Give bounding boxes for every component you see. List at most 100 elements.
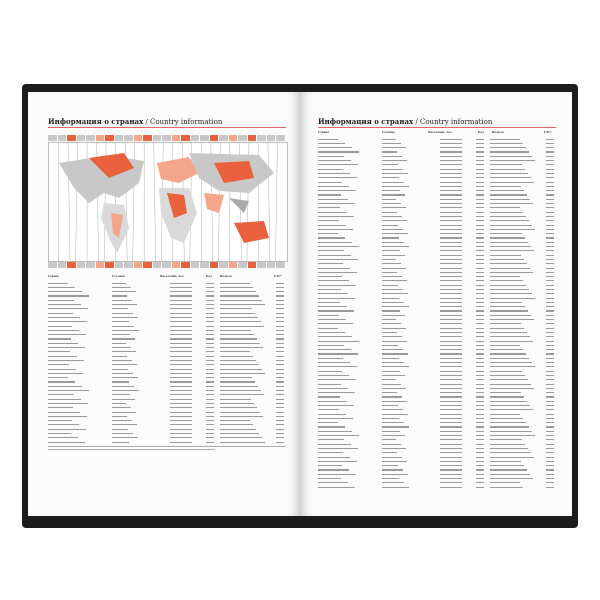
table-row [48,440,286,444]
table-row [318,292,556,296]
table-row [48,406,286,410]
table-row [318,433,556,437]
table-row [318,189,556,193]
table-row [48,294,286,298]
timezone-cell [171,262,182,268]
table-row [318,378,556,382]
table-row [318,339,556,343]
table-row [48,397,286,401]
table-row [318,348,556,352]
table-row [318,322,556,326]
table-row [48,290,286,294]
table-row [48,363,286,367]
table-row [318,360,556,364]
right-page: Информация о странах / Country informati… [300,92,572,516]
table-row [48,371,286,375]
timezone-cell [143,135,153,141]
table-row [318,481,556,485]
table-row [318,485,556,489]
timezone-bar-bottom [48,262,286,268]
timezone-cell [228,262,239,268]
timezone-cell [76,135,87,141]
table-row [318,219,556,223]
table-row [48,414,286,418]
table-row [48,410,286,414]
table-row [318,412,556,416]
table-row [318,395,556,399]
world-timezone-map [48,142,288,262]
page-title: Информация о странах / Country informati… [318,117,556,128]
country-table [318,137,556,489]
table-row [318,459,556,463]
timezone-cell [181,135,191,141]
timezone-cell [219,135,229,141]
table-row [48,350,286,354]
table-row [318,270,556,274]
table-row [318,283,556,287]
table-row [48,281,286,285]
table-row [318,317,556,321]
table-row [318,365,556,369]
table-row [318,313,556,317]
table-row [48,367,286,371]
timezone-cell [95,262,106,268]
timezone-cell [162,262,172,268]
timezone-cell [228,135,239,141]
table-row [48,298,286,302]
timezone-cell [105,135,115,141]
timezone-cell [133,262,144,268]
table-row [48,324,286,328]
timezone-cell [238,135,248,141]
timezone-cell [76,262,87,268]
timezone-cell [57,135,68,141]
left-page: Информация о странах / Country informati… [28,92,300,516]
table-row [48,419,286,423]
table-row [48,345,286,349]
timezone-cell [266,262,277,268]
table-row [318,184,556,188]
table-row [318,408,556,412]
table-row [48,427,286,431]
timezone-cell [57,262,68,268]
timezone-cell [48,135,58,141]
table-row [318,275,556,279]
timezone-cell [67,262,77,268]
table-row [48,376,286,380]
table-row [48,423,286,427]
timezone-cell [266,135,277,141]
table-row [318,227,556,231]
timezone-cell [133,135,144,141]
timezone-cell [181,262,191,268]
table-row [318,137,556,141]
timezone-cell [48,262,58,268]
table-row [318,300,556,304]
timezone-cell [238,262,248,268]
table-row [318,223,556,227]
timezone-cell [200,262,210,268]
timezone-cell [247,135,258,141]
table-row [48,436,286,440]
timezone-cell [257,135,267,141]
timezone-cell [171,135,182,141]
table-row [318,253,556,257]
timezone-cell [200,135,210,141]
table-row [48,401,286,405]
table-row [318,232,556,236]
timezone-cell [86,135,96,141]
table-row [48,285,286,289]
table-row [48,341,286,345]
table-row [48,328,286,332]
table-row [318,391,556,395]
table-row [318,386,556,390]
timezone-cell [152,262,163,268]
table-row [318,287,556,291]
timezone-cell [114,262,125,268]
table-row [48,333,286,337]
timezone-cell [86,262,96,268]
table-row [318,446,556,450]
timezone-cell [162,135,172,141]
table-row [48,380,286,384]
timezone-cell [124,135,134,141]
table-row [318,399,556,403]
table-row [318,214,556,218]
